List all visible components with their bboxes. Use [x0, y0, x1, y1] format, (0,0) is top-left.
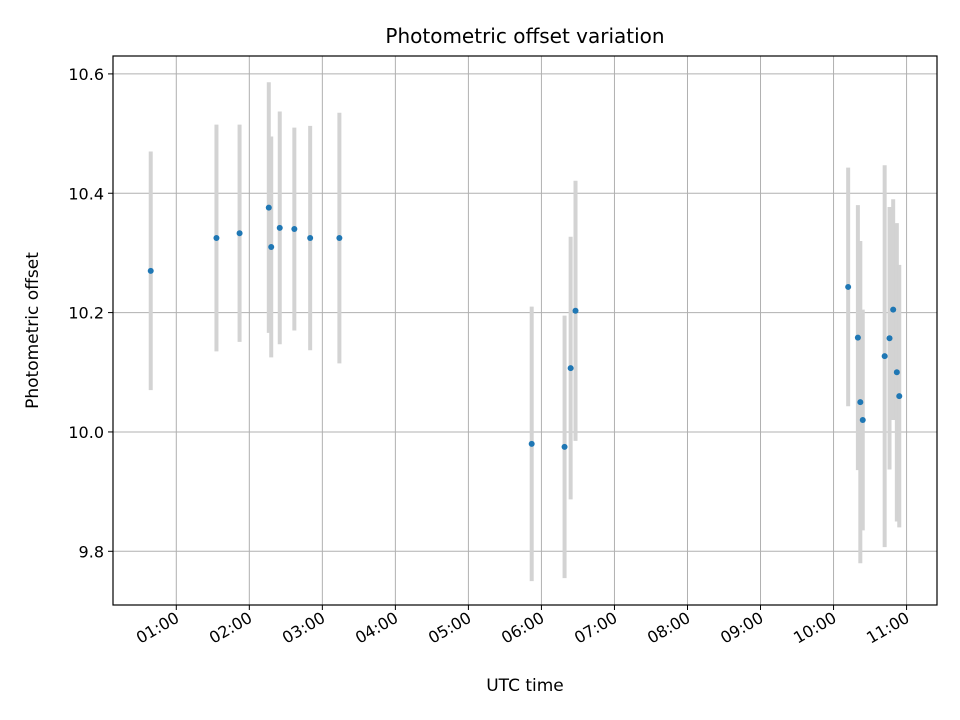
y-axis-label: Photometric offset [23, 252, 43, 409]
x-tick-label: 09:00 [717, 608, 766, 648]
data-point [307, 235, 314, 242]
data-point [291, 226, 298, 233]
x-axis-ticks: 01:00 02:00 03:00 04:00 05:00 06:00 07:00 08:00… [133, 605, 913, 648]
chart-title: Photometric offset variation [385, 24, 664, 48]
data-point [857, 399, 864, 406]
data-point [528, 440, 535, 447]
x-tick-label: 02:00 [206, 608, 255, 648]
data-point [213, 235, 220, 242]
data-point [881, 353, 888, 360]
data-point [268, 243, 275, 250]
x-tick-label: 04:00 [352, 608, 401, 648]
data-point [890, 306, 897, 313]
data-point [336, 235, 343, 242]
data-point [854, 334, 861, 341]
data-point [265, 204, 272, 211]
data-point [567, 365, 574, 372]
x-tick-label: 11:00 [863, 608, 912, 648]
y-tick-label: 10.6 [68, 65, 104, 84]
data-point [896, 393, 903, 400]
plot-frame [112, 55, 938, 606]
y-tick-label: 10.0 [68, 423, 104, 442]
x-tick-label: 10:00 [790, 608, 839, 648]
x-tick-label: 05:00 [425, 608, 474, 648]
y-axis-ticks: 9.8 10.0 10.2 10.4 10.6 [68, 65, 113, 561]
x-tick-label: 08:00 [644, 608, 693, 648]
data-point [845, 283, 852, 290]
data-point [859, 417, 866, 424]
data-point [886, 335, 893, 342]
y-tick-label: 10.2 [68, 304, 104, 323]
data-point [276, 224, 283, 231]
data-point [893, 369, 900, 376]
grid-lines [113, 56, 937, 605]
y-tick-label: 9.8 [79, 542, 104, 561]
data-point [147, 267, 154, 274]
x-tick-label: 01:00 [133, 608, 182, 648]
x-tick-label: 06:00 [498, 608, 547, 648]
data-point [236, 230, 243, 237]
x-axis-label: UTC time [486, 676, 564, 696]
data-point [572, 307, 579, 314]
y-tick-label: 10.4 [68, 184, 104, 203]
data-points [147, 204, 903, 450]
error-bars [148, 82, 902, 582]
x-tick-label: 07:00 [571, 608, 620, 648]
x-tick-label: 03:00 [279, 608, 328, 648]
data-point [561, 443, 568, 450]
